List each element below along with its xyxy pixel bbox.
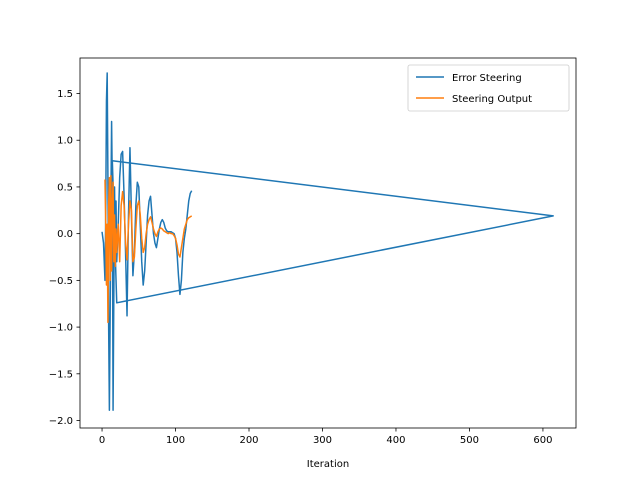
legend: Error Steering Steering Output xyxy=(407,64,570,112)
plot-area xyxy=(101,72,554,411)
x-tick-label: 500 xyxy=(460,435,479,446)
x-tick-label: 400 xyxy=(386,435,405,446)
x-tick-label: 600 xyxy=(533,435,552,446)
y-tick-label: −2.0 xyxy=(49,416,73,427)
legend-label-steering-output: Steering Output xyxy=(452,94,532,105)
x-tick-label: 200 xyxy=(239,435,258,446)
y-tick-label: −1.0 xyxy=(49,323,73,334)
y-tick-label: −1.5 xyxy=(49,369,73,380)
steering-output-line xyxy=(104,174,193,324)
legend-label-error-steering: Error Steering xyxy=(452,73,522,84)
y-tick-label: −0.5 xyxy=(49,276,73,287)
axes: 0 100 200 300 400 500 600 −2.0 −1.5 −1.0 −0.5 0.0 0.… xyxy=(49,57,577,446)
x-axis-label: Iteration xyxy=(307,459,349,470)
axes-frame xyxy=(79,57,577,429)
y-tick-label: 1.0 xyxy=(57,136,73,147)
x-tick-label: 100 xyxy=(166,435,185,446)
y-tick-label: 0.0 xyxy=(57,229,73,240)
y-tick-label: 1.5 xyxy=(57,89,73,100)
x-tick-label: 300 xyxy=(313,435,332,446)
legend-box xyxy=(407,64,570,112)
x-tick-label: 0 xyxy=(99,435,105,446)
y-tick-label: 0.5 xyxy=(57,182,73,193)
